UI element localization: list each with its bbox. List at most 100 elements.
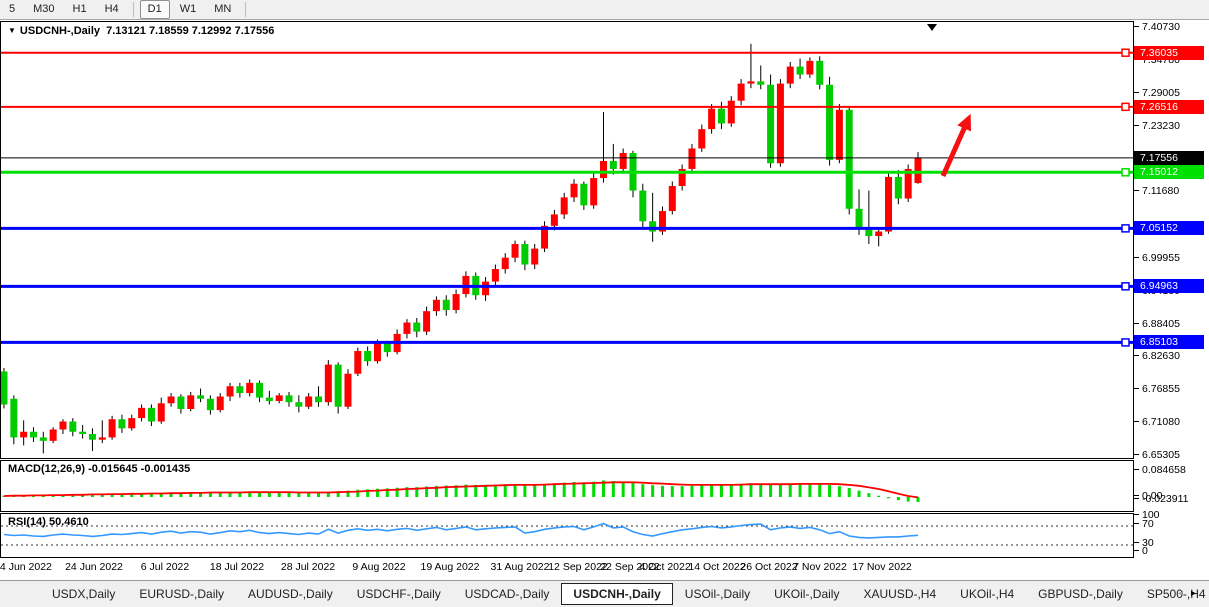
chart-symbol-label: USDCNH-,Daily xyxy=(19,25,100,37)
period-button-w1[interactable]: W1 xyxy=(179,3,197,15)
candle-body xyxy=(79,431,87,435)
macd-histogram-bar xyxy=(896,497,900,501)
hline-handle-7.15012[interactable] xyxy=(1121,168,1130,177)
macd-histogram-bar xyxy=(228,492,232,497)
macd-histogram-bar xyxy=(769,484,773,497)
macd-histogram-bar xyxy=(405,487,409,497)
tab-sp500-h4[interactable]: SP500-,H4 xyxy=(1146,587,1206,601)
tab-scroll-right-icon[interactable]: ▸ xyxy=(1190,588,1204,599)
tab-ukoil-daily[interactable]: UKOil-,Daily xyxy=(774,587,840,601)
candle-body xyxy=(413,322,421,332)
rsi-indicator-pane[interactable]: RSI(14) 50.4610 xyxy=(0,513,1134,558)
macd-indicator-pane[interactable]: MACD(12,26,9) -0.015645 -0.001435 xyxy=(0,460,1134,512)
date-label: 6 Jul 2022 xyxy=(140,561,190,573)
macd-histogram-bar xyxy=(218,492,222,497)
hline-handle-6.85103[interactable] xyxy=(1121,338,1130,347)
macd-tick--0.023911: -0.023911 xyxy=(1134,493,1189,505)
candle-body xyxy=(403,322,411,334)
candle-body xyxy=(138,407,146,419)
candle-body xyxy=(737,83,745,101)
macd-signal-line xyxy=(3,481,919,499)
candle-body xyxy=(541,225,549,249)
period-button-mn[interactable]: MN xyxy=(214,3,232,15)
candle-body xyxy=(885,176,893,232)
tab-usdcad-daily[interactable]: USDCAD-,Daily xyxy=(464,587,550,601)
axis-tick-dash xyxy=(1134,124,1139,126)
period-button-5[interactable]: 5 xyxy=(9,3,16,15)
macd-histogram-bar xyxy=(208,492,212,497)
macd-histogram-bar xyxy=(857,490,861,497)
period-button-h4[interactable]: H4 xyxy=(104,3,119,15)
macd-label: MACD(12,26,9) -0.015645 -0.001435 xyxy=(8,463,191,475)
axis-tick-dash xyxy=(1134,26,1139,27)
axis-tick-dash xyxy=(1134,550,1139,551)
rsi-tick-30: 30 xyxy=(1134,537,1154,549)
macd-histogram-bar xyxy=(90,494,94,497)
macd-histogram-bar xyxy=(651,485,655,497)
tab-scroll-left-icon[interactable]: ◂ xyxy=(1177,588,1191,599)
tab-usdchf-daily[interactable]: USDCHF-,Daily xyxy=(356,587,441,601)
price-tick-7.23230: 7.23230 xyxy=(1134,120,1180,132)
hline-handle-6.94963[interactable] xyxy=(1121,282,1130,291)
tab-gbpusd-daily[interactable]: GBPUSD-,Daily xyxy=(1038,587,1123,601)
axis-tick-dash xyxy=(1134,91,1139,93)
price-badge-7.36035: 7.36035 xyxy=(1134,45,1204,60)
period-button-m30[interactable]: M30 xyxy=(33,3,55,15)
main-chart-pane[interactable]: ▼ USDCNH-,Daily 7.13121 7.18559 7.12992 7… xyxy=(0,21,1134,459)
candle-body xyxy=(560,197,568,215)
macd-histogram-bar xyxy=(248,492,252,497)
candle-body xyxy=(796,66,804,75)
symbol-dropdown-icon[interactable]: ▼ xyxy=(8,26,16,35)
macd-histogram-bar xyxy=(533,484,537,497)
period-button-d1[interactable]: D1 xyxy=(139,0,170,19)
hline-handle-7.26516[interactable] xyxy=(1121,102,1130,112)
macd-histogram-bar xyxy=(837,486,841,497)
macd-histogram-bar xyxy=(621,481,625,497)
candle-body xyxy=(187,395,195,409)
candle-body xyxy=(649,221,657,232)
macd-histogram-bar xyxy=(493,484,497,497)
hline-handle-7.05152[interactable] xyxy=(1121,224,1130,233)
tab-xauusd-h4[interactable]: XAUUSD-,H4 xyxy=(863,587,937,601)
macd-histogram-bar xyxy=(602,480,606,497)
candle-body xyxy=(609,160,617,169)
rsi-tick-70: 70 xyxy=(1134,518,1154,530)
candle-body xyxy=(334,364,342,407)
tab-audusd-daily[interactable]: AUDUSD-,Daily xyxy=(248,587,333,601)
candle-body xyxy=(305,396,313,407)
macd-histogram-bar xyxy=(356,489,360,497)
axis-tick-dash xyxy=(1134,523,1139,524)
tab-ukoil-h4[interactable]: UKOil-,H4 xyxy=(960,587,1015,601)
macd-histogram-bar xyxy=(543,483,547,497)
candle-body xyxy=(59,421,67,430)
tab-usoil-daily[interactable]: USOil-,Daily xyxy=(684,587,751,601)
tab-usdx-daily[interactable]: USDX,Daily xyxy=(52,587,116,601)
macd-histogram-bar xyxy=(277,492,281,497)
macd-histogram-bar xyxy=(375,488,379,497)
macd-histogram-bar xyxy=(729,484,733,497)
price-axis[interactable]: 7.40730 7.34780 7.29005 7.23230 7.11680 6.999… xyxy=(1134,21,1209,558)
macd-histogram-bar xyxy=(592,481,596,497)
candle-body xyxy=(826,84,834,160)
macd-histogram-bar xyxy=(71,494,75,497)
candle-body xyxy=(177,396,185,409)
axis-tick-dash xyxy=(1134,542,1139,543)
hline-handle-7.36035[interactable] xyxy=(1121,48,1130,57)
candle-body xyxy=(383,343,391,353)
candle-body xyxy=(364,350,372,362)
candle-body xyxy=(236,386,244,394)
macd-histogram-bar xyxy=(670,486,674,497)
period-toolbar: 5 M30 H1 H4 D1 W1 MN xyxy=(0,0,1209,20)
macd-histogram-bar xyxy=(680,486,684,497)
time-axis[interactable]: 14 Jun 2022 24 Jun 2022 6 Jul 2022 18 Jul 2… xyxy=(0,558,1134,579)
toolbar-separator xyxy=(132,2,134,17)
axis-tick-dash xyxy=(1134,454,1139,456)
top-triangle-marker[interactable] xyxy=(927,24,937,31)
candle-body xyxy=(757,81,765,85)
tab-eurusd-daily[interactable]: EURUSD-,Daily xyxy=(139,587,225,601)
macd-histogram-bar xyxy=(258,491,262,497)
tab-usdcnh-daily[interactable]: USDCNH-,Daily xyxy=(561,583,673,605)
bullish-arrow-annotation[interactable] xyxy=(940,113,972,178)
macd-histogram-bar xyxy=(2,495,6,497)
period-button-h1[interactable]: H1 xyxy=(72,3,87,15)
